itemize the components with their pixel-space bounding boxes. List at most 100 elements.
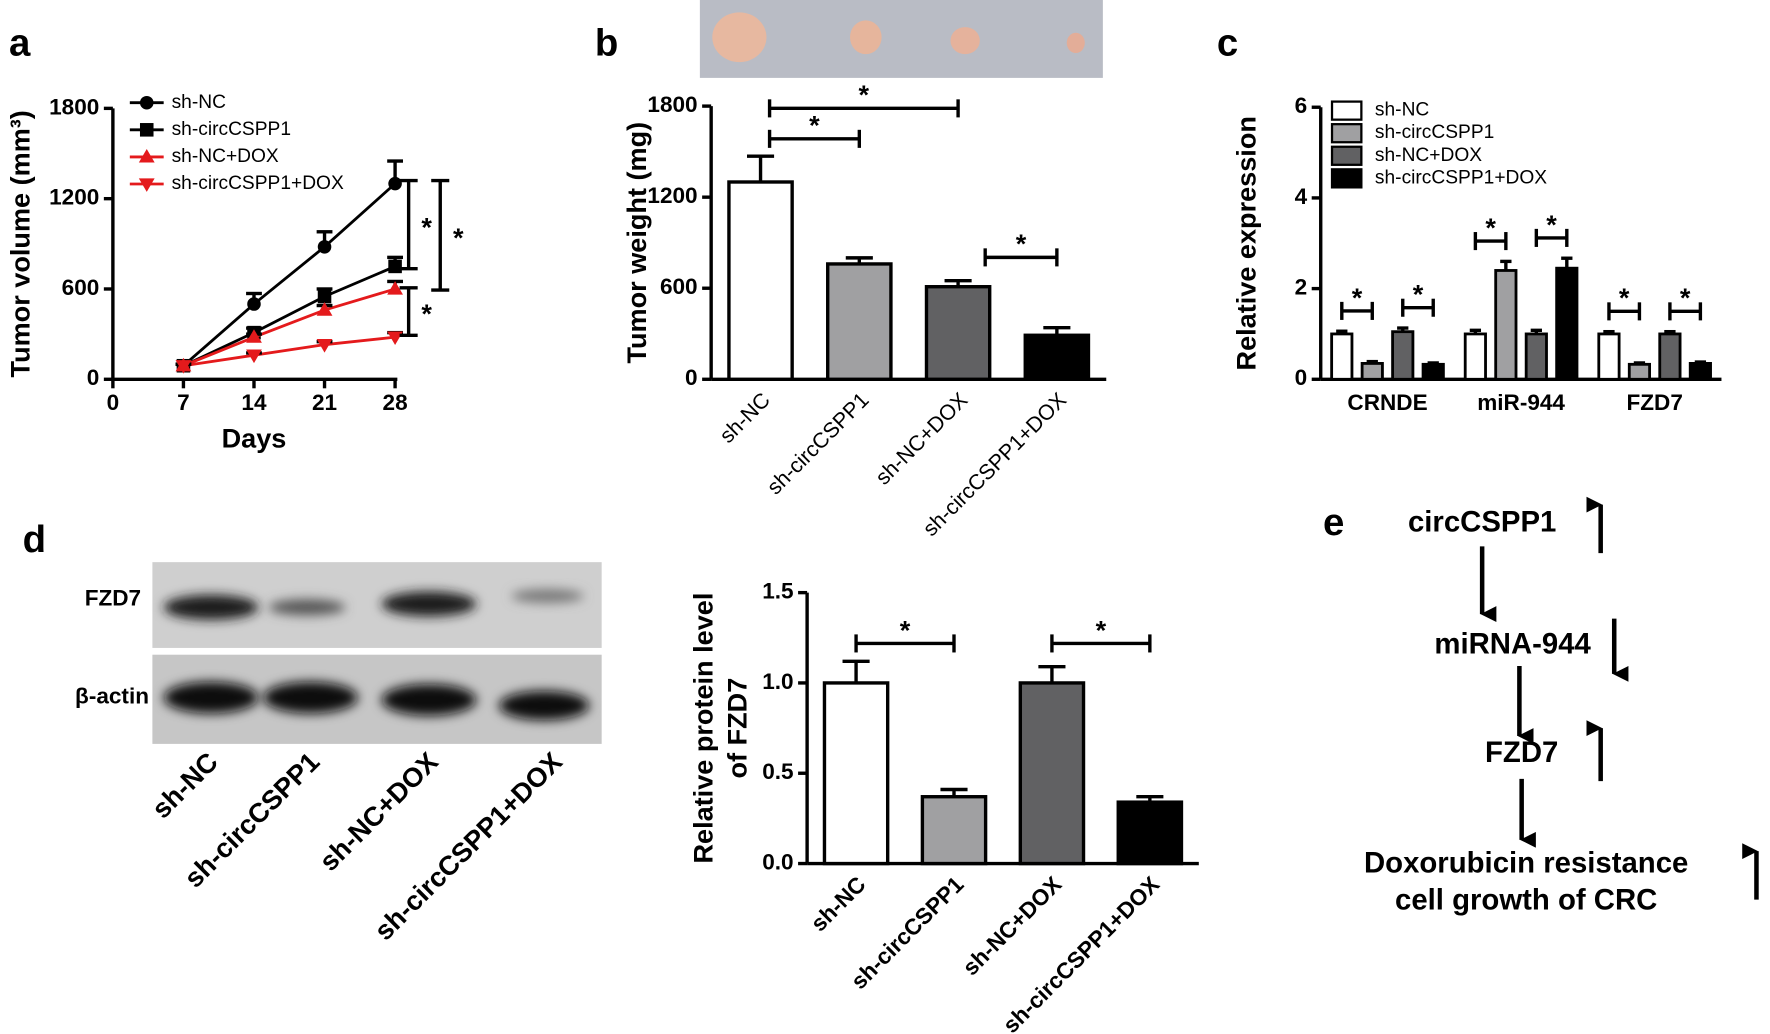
marker [139,123,154,137]
bar [1524,332,1548,381]
y-tick-label: 0.5 [762,759,793,784]
x-tick-label: 21 [312,390,337,415]
bar [1463,332,1487,381]
bar [920,795,988,866]
diagram-node: circCSPP1 [1408,506,1556,539]
panel-label: a [9,21,31,64]
x-tick-label: 0 [107,390,120,415]
sig-star: * [859,79,870,110]
bar [1018,681,1086,866]
y-tick-label: 1.0 [762,669,793,694]
bar [1494,269,1518,381]
y-tick-label: 0.0 [762,850,793,875]
series-line [182,182,397,367]
y-tick-label: 1200 [49,185,99,210]
legend-label: sh-NC+DOX [172,146,279,167]
marker [388,176,402,191]
x-tick-label: 14 [241,390,267,415]
bar [924,285,992,381]
sig-star: * [900,614,911,645]
marker [316,339,333,353]
bar [1330,332,1354,381]
bar [1421,362,1445,381]
blot-lane-label: sh-NC [145,746,223,824]
panel-label: e [1323,501,1344,544]
blot-row-label: FZD7 [85,585,141,610]
y-axis-label: of FZD7 [722,678,753,779]
bar [1023,333,1091,381]
sig-star: * [1413,279,1424,310]
marker [317,289,332,304]
bar [1391,330,1415,381]
marker [247,297,261,311]
y-tick-label: 0 [685,365,698,390]
sig-star: * [1485,212,1496,243]
tumor-photo [699,0,1103,78]
bar [1360,362,1384,381]
x-axis-label: Days [222,422,287,453]
bar [1555,266,1579,381]
marker [388,259,402,274]
sig-star: * [1619,282,1630,313]
y-tick-label: 4 [1295,184,1308,209]
y-axis-label: Relative expression [1231,116,1262,370]
x-tick-label: CRNDE [1347,390,1427,415]
bar [1627,362,1652,381]
marker [175,360,192,374]
sig-star: * [1096,614,1107,645]
legend-label: sh-circCSPP1+DOX [1375,167,1547,188]
y-tick-label: 2 [1295,275,1308,300]
marker [246,329,262,343]
bar [822,681,890,866]
panel-label: b [595,21,618,64]
diagram-arrows [1479,496,1759,900]
sig-star: * [421,211,432,242]
y-tick-label: 600 [62,275,100,300]
bar [727,180,794,381]
bar [1116,800,1184,866]
sig-star: * [809,110,820,141]
legend-label: sh-NC+DOX [1375,145,1482,166]
legend-swatch [1330,145,1363,166]
sig-star: * [421,298,432,329]
x-tick-label: sh-NC+DOX [871,388,973,490]
marker [246,349,262,364]
x-tick-label: sh-NC+DOX [958,872,1067,981]
y-axis-label: Tumor weight (mg) [621,122,652,364]
marker [316,302,333,316]
y-tick-label: 1800 [49,94,99,119]
marker [387,331,403,346]
x-tick-label: 28 [383,390,408,415]
sig-star: * [1546,209,1557,240]
y-tick-label: 1.5 [762,579,793,604]
series-line [182,265,396,368]
diagram-node: cell growth of CRC [1395,884,1657,917]
x-tick-label: sh-NC [715,388,775,448]
y-tick-label: 6 [1295,93,1308,118]
y-tick-label: 0 [1295,365,1308,390]
diagram-node: FZD7 [1485,736,1558,769]
panel-label: c [1217,21,1238,64]
sig-star: * [1680,282,1691,313]
marker [387,281,403,295]
x-tick-label: sh-NC [806,872,871,937]
sig-star: * [1016,228,1027,259]
x-tick-label: FZD7 [1626,390,1682,415]
marker [139,95,154,110]
bar [1658,332,1682,381]
legend-swatch [1330,168,1363,189]
panel-label: d [23,518,46,561]
legend-label: sh-circCSPP1 [1375,122,1494,143]
marker [138,178,155,192]
legend-label: sh-circCSPP1 [172,119,291,140]
legend-swatch [1330,123,1363,144]
diagram-node: Doxorubicin resistance [1364,846,1688,879]
legend-label: sh-NC [172,92,227,113]
y-axis-label: Tumor volume (mm³) [5,110,36,377]
bar [1597,332,1621,381]
bar [826,262,893,381]
legend-swatch [1330,100,1363,121]
series-line [182,287,396,368]
y-tick-label: 0 [87,365,100,390]
